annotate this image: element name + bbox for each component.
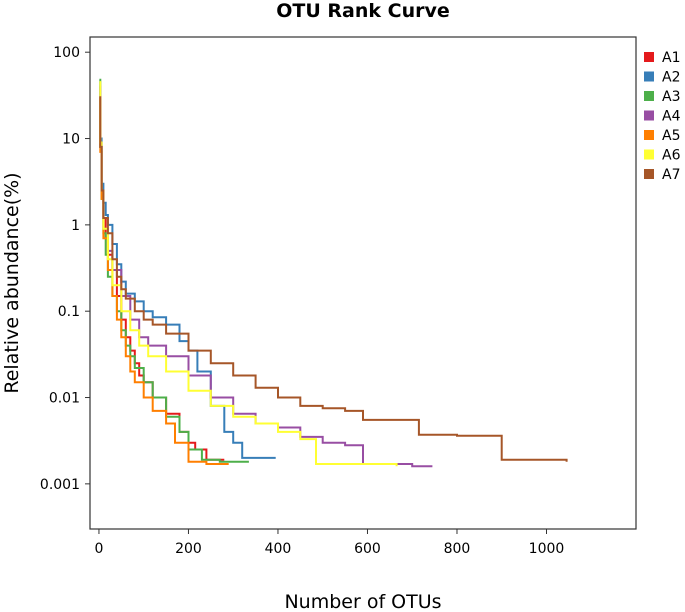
- y-axis-label: Relative abundance(%): [1, 172, 23, 393]
- legend-swatch-a4: [644, 110, 654, 121]
- y-tick-label: 0.01: [49, 391, 80, 407]
- series-line-a1: [99, 96, 225, 461]
- x-tick-label: 0: [94, 541, 103, 557]
- x-tick-label: 800: [444, 541, 471, 557]
- legend-label-a3: A3: [662, 89, 680, 105]
- y-tick-label: 1: [71, 218, 80, 234]
- legend-label-a4: A4: [662, 109, 681, 125]
- series-line-a6: [99, 81, 398, 467]
- legend-swatch-a2: [644, 71, 654, 82]
- y-tick-label: 100: [53, 45, 80, 61]
- x-tick-label: 1000: [529, 541, 565, 557]
- legend-swatch-a1: [644, 52, 654, 62]
- legend-label-a6: A6: [662, 148, 681, 164]
- series-lines: [99, 78, 568, 468]
- series-line-a7: [99, 96, 568, 462]
- legend-label-a1: A1: [662, 50, 680, 66]
- x-tick-label: 400: [265, 541, 292, 557]
- y-tick-label: 0.1: [58, 304, 80, 320]
- x-axis: 0 200 400 600 800 1000: [94, 529, 564, 557]
- legend-swatch-a5: [644, 130, 654, 140]
- y-tick-label: 0.001: [40, 477, 80, 493]
- legend-swatch-a3: [644, 91, 654, 101]
- legend-label-a5: A5: [662, 128, 680, 144]
- series-line-a5: [99, 96, 229, 465]
- plot-area: [89, 36, 637, 530]
- x-tick-label: 200: [175, 541, 202, 557]
- x-axis-label: Number of OTUs: [284, 591, 441, 612]
- series-line-a2: [99, 81, 276, 459]
- chart-title: OTU Rank Curve: [276, 0, 450, 22]
- legend-swatch-a6: [644, 149, 654, 160]
- y-axis: 0.001 0.01 0.1 1 10 100: [40, 45, 90, 493]
- x-tick-label: 600: [354, 541, 381, 557]
- legend-label-a2: A2: [662, 70, 680, 86]
- legend-label-a7: A7: [662, 167, 680, 183]
- y-tick-label: 10: [62, 132, 80, 148]
- legend-swatch-a7: [644, 169, 654, 179]
- series-line-a4: [99, 85, 433, 468]
- legend: A1 A2 A3 A4 A5 A6 A7: [644, 50, 681, 183]
